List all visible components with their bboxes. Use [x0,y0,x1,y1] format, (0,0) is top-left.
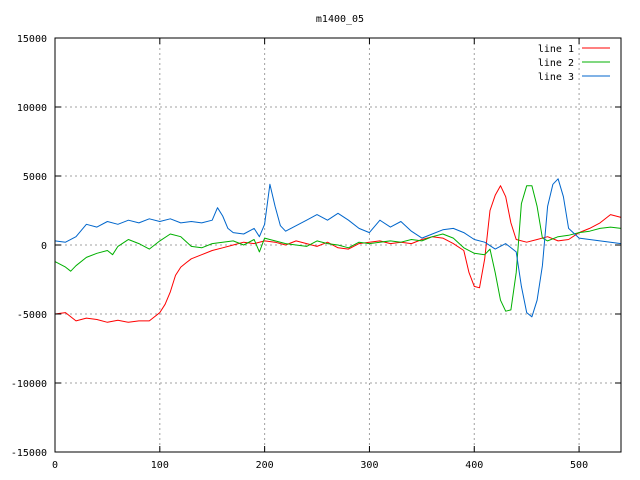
x-tick-label: 0 [52,460,58,471]
chart-title: m1400_05 [316,14,364,25]
grid [55,38,621,452]
x-tick-label: 300 [360,460,378,471]
legend: line 1 line 2 line 3 [538,44,610,83]
x-tick-label: 500 [570,460,588,471]
y-tick-label: -5000 [17,310,47,321]
y-tick-label: 10000 [17,103,47,114]
y-tick-label: 5000 [23,172,47,183]
series-line-3 [54,178,622,318]
y-tick-label: -10000 [11,379,47,390]
y-tick-label: -15000 [11,448,47,459]
x-tick-label: 100 [151,460,169,471]
series-line-2 [54,185,622,312]
legend-label-3: line 3 [538,72,574,83]
legend-label-1: line 1 [538,44,574,55]
axis-ticks: 0 100 200 300 400 500 -15000 -10000 -5000 0 5000 10… [11,34,621,471]
legend-label-2: line 2 [538,58,574,69]
x-tick-label: 400 [465,460,483,471]
x-tick-label: 200 [256,460,274,471]
y-tick-label: 0 [41,241,47,252]
series-lines [54,178,622,323]
series-line-1 [54,185,622,323]
y-tick-label: 15000 [17,34,47,45]
